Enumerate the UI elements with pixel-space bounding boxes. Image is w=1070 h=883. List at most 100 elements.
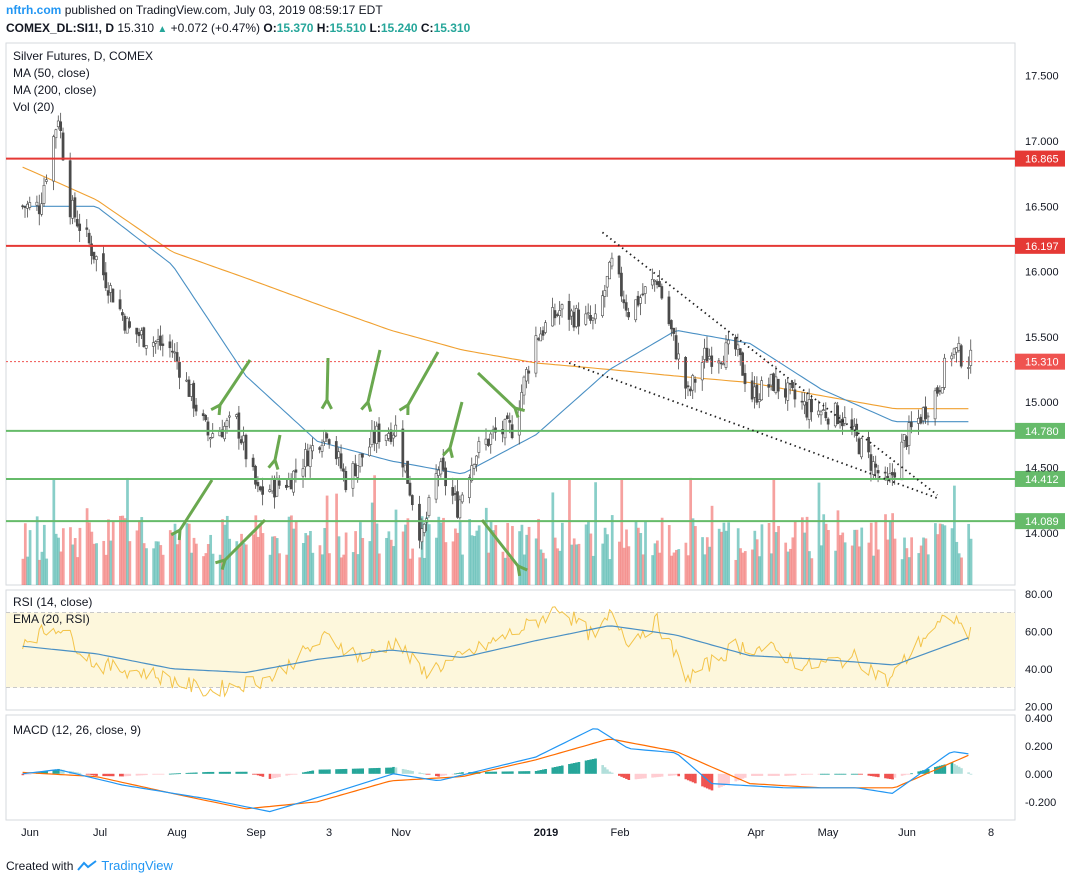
candle-body xyxy=(610,257,614,267)
volume-bar xyxy=(784,542,788,585)
macd-hist-bar xyxy=(753,773,757,776)
candle-body xyxy=(622,299,626,304)
candle-body xyxy=(753,386,756,398)
volume-bar xyxy=(244,544,248,585)
candle-body xyxy=(933,390,937,420)
macd-hist-bar xyxy=(903,773,906,776)
candle-body xyxy=(641,293,645,296)
macd-hist-bar xyxy=(118,773,122,777)
volume-bar xyxy=(423,557,426,585)
macd-hist-bar xyxy=(90,773,94,776)
macd-hist-bar xyxy=(40,771,44,774)
candle-body xyxy=(54,129,58,139)
candle-body xyxy=(487,438,490,446)
volume-bar xyxy=(195,543,198,585)
macd-hist-bar xyxy=(78,772,82,774)
volume-bar xyxy=(967,523,971,585)
candle-body xyxy=(208,437,212,440)
volume-bar xyxy=(603,527,607,585)
volume-bar xyxy=(23,523,27,585)
macd-hist-bar xyxy=(606,769,609,774)
macd-hist-bar xyxy=(941,765,944,774)
candle-body xyxy=(883,471,887,474)
last-price: 15.310 xyxy=(117,21,155,35)
x-tick-2: Aug xyxy=(167,827,187,839)
volume-bar xyxy=(271,536,274,585)
volume-bar xyxy=(501,551,505,585)
candle-body xyxy=(574,308,578,327)
site-name: nftrh.com xyxy=(6,3,62,17)
candle-body xyxy=(118,299,122,310)
volume-bar xyxy=(356,554,360,585)
macd-hist-bar xyxy=(703,773,707,788)
volume-bar xyxy=(926,554,930,585)
candle-body xyxy=(677,353,680,360)
macd-hist-bar xyxy=(926,768,930,774)
chart-area[interactable]: 16.865 16.197 14.780 14.412 14.089 15.310 17.5… xyxy=(0,40,1070,850)
x-tick-4: 3 xyxy=(326,827,332,839)
macd-hist-bar xyxy=(857,773,861,775)
volume-bar xyxy=(287,516,291,585)
open-value: 15.370 xyxy=(276,21,314,35)
volume-bar xyxy=(803,532,807,585)
macd-hist-bar xyxy=(235,771,239,774)
volume-bar xyxy=(451,541,455,585)
volume-bar xyxy=(518,531,521,585)
candle-body xyxy=(791,382,794,389)
volume-bar xyxy=(855,529,859,585)
candle-body xyxy=(254,465,257,485)
volume-bar xyxy=(411,548,414,585)
volume-bar xyxy=(860,527,864,585)
candle-body xyxy=(822,409,825,412)
volume-bar xyxy=(404,524,407,585)
candle-body xyxy=(451,487,455,496)
candle-body xyxy=(893,472,897,478)
volume-bar xyxy=(470,535,474,585)
candle-body xyxy=(170,350,174,353)
macd-hist-bar xyxy=(26,773,29,775)
volume-bar xyxy=(185,523,189,585)
macd-hist-bar xyxy=(891,773,894,780)
macd-hist-bar xyxy=(827,773,830,775)
volume-bar xyxy=(910,537,913,585)
macd-hist-bar xyxy=(95,773,98,776)
macd-hist-bar xyxy=(589,759,593,774)
candle-body xyxy=(75,218,79,227)
volume-bar xyxy=(375,523,379,585)
macd-hist-bar xyxy=(660,773,664,777)
macd-hist-bar xyxy=(560,765,564,774)
volume-bar xyxy=(637,527,640,585)
candle-body xyxy=(567,300,571,320)
macd-hist-bar xyxy=(195,772,198,774)
candle-body xyxy=(620,272,623,297)
candle-body xyxy=(135,327,139,335)
macd-hist-bar xyxy=(503,771,507,774)
volume-bar xyxy=(73,538,77,585)
volume-bar xyxy=(777,525,780,585)
candle-body xyxy=(308,447,312,468)
candle-body xyxy=(843,417,847,424)
candle-body xyxy=(137,331,141,337)
candle-body xyxy=(111,288,115,303)
volume-bar xyxy=(111,521,115,585)
volume-bar xyxy=(61,528,65,585)
macd-hist-bar xyxy=(301,772,305,774)
volume-bar xyxy=(373,475,376,585)
candle-body xyxy=(140,330,143,336)
candle-body xyxy=(572,311,576,328)
macd-hist-bar xyxy=(943,764,947,774)
macd-hist-bar xyxy=(328,769,331,774)
candle-body xyxy=(339,453,343,469)
volume-bar xyxy=(454,528,457,585)
candle-body xyxy=(301,468,305,477)
volume-bar xyxy=(161,554,165,585)
volume-bar xyxy=(52,478,56,585)
macd-hist-bar xyxy=(228,771,231,774)
macd-hist-bar xyxy=(867,773,871,776)
macd-hist-bar xyxy=(622,773,626,778)
macd-hist-bar xyxy=(969,773,973,775)
macd-hist-bar xyxy=(720,773,723,787)
volume-bar xyxy=(225,515,229,585)
candle-body xyxy=(943,357,946,388)
candle-body xyxy=(102,253,105,276)
